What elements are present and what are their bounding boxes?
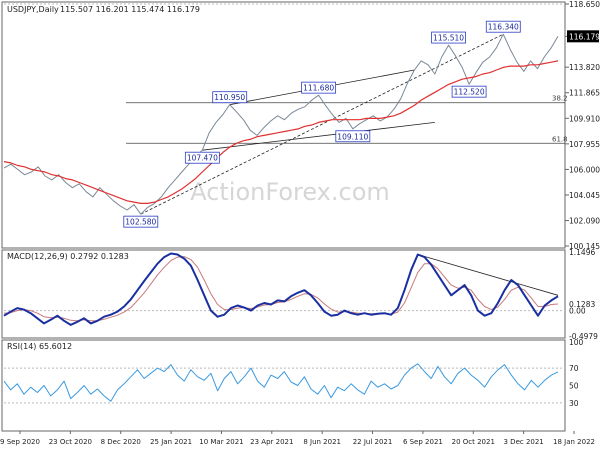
price-annotation-label: 111.680 bbox=[303, 84, 334, 93]
price-ytick-label: 107.955 bbox=[569, 140, 600, 149]
xtick-label: 23 Oct 2020 bbox=[49, 438, 92, 446]
price-annotation-box bbox=[301, 81, 337, 94]
price-ytick-label: 111.865 bbox=[569, 89, 600, 98]
price-annotation-label: 110.950 bbox=[214, 93, 245, 102]
price-ohlc: 115.507 116.201 115.474 116.179 bbox=[60, 5, 200, 14]
watermark: ActionForex.com bbox=[190, 178, 390, 206]
price-title: USDJPY,Daily bbox=[7, 5, 59, 14]
xtick-label: 22 Jul 2021 bbox=[353, 438, 393, 446]
price-ytick-label: 104.045 bbox=[569, 191, 600, 200]
price-ytick-label: 118.650 bbox=[569, 0, 600, 9]
xtick-label: 20 Oct 2021 bbox=[452, 438, 495, 446]
macd-ytick-label: 0.00 bbox=[569, 307, 586, 316]
price-annotation-label: 115.510 bbox=[433, 34, 464, 43]
price-ytick-label: 109.910 bbox=[569, 114, 600, 123]
price-panel bbox=[1, 1, 566, 249]
price-annotation-label: 102.580 bbox=[125, 218, 156, 227]
xtick-label: 23 Apr 2021 bbox=[250, 438, 293, 446]
xtick-label: 8 Jun 2021 bbox=[303, 438, 341, 446]
macd-ytick-label: 0.1283 bbox=[569, 300, 595, 309]
rsi-ytick-label: 30 bbox=[569, 399, 579, 408]
xtick-label: 6 Sep 2021 bbox=[403, 438, 443, 446]
price-annotation-label: 107.470 bbox=[187, 154, 218, 163]
rsi-panel bbox=[1, 339, 566, 432]
fib-label: 38.2 bbox=[552, 95, 568, 103]
macd-line bbox=[3, 252, 559, 326]
macd-ytick-label: -0.4979 bbox=[569, 332, 598, 341]
xtick-label: 25 Jan 2021 bbox=[150, 438, 192, 446]
price-ytick-label: 106.000 bbox=[569, 165, 600, 174]
rsi-ytick-label: 50 bbox=[569, 382, 579, 391]
channel-lower-line bbox=[202, 121, 435, 151]
macd-frame bbox=[1, 249, 566, 339]
price-frame bbox=[1, 1, 566, 249]
price-ytick-label: 102.090 bbox=[569, 217, 600, 226]
price-annotation-box bbox=[451, 85, 487, 98]
price-ytick-label: 113.820 bbox=[569, 63, 600, 72]
price-annotation-box bbox=[123, 215, 159, 228]
price-annotation-box bbox=[485, 20, 521, 33]
rsi-title: RSI(14) 65.6012 bbox=[7, 342, 72, 351]
price-annotation-box bbox=[184, 151, 220, 164]
rsi-ytick-label: 70 bbox=[569, 364, 579, 373]
rsi-line bbox=[3, 363, 559, 402]
price-annotation-label: 116.340 bbox=[488, 23, 519, 32]
xtick-label: 18 Jan 2022 bbox=[553, 438, 595, 446]
xtick-label: 8 Dec 2020 bbox=[101, 438, 141, 446]
price-annotation-box bbox=[335, 130, 371, 143]
moving-average-line bbox=[3, 60, 559, 204]
dashed-trend-line bbox=[140, 33, 504, 215]
current-price-box bbox=[567, 30, 599, 43]
price-annotation-label: 112.520 bbox=[454, 88, 485, 97]
price-annotation-box bbox=[431, 31, 466, 44]
price-ytick-label: 100.145 bbox=[569, 242, 600, 251]
xtick-label: 10 Mar 2021 bbox=[199, 438, 243, 446]
price-annotation-box bbox=[212, 91, 248, 104]
macd-trend-line bbox=[417, 254, 559, 296]
price-line bbox=[3, 33, 559, 215]
current-price-label: 116.179 bbox=[569, 32, 600, 41]
rsi-frame bbox=[1, 339, 566, 432]
xtick-label: 3 Dec 2021 bbox=[504, 438, 544, 446]
xtick-label: 9 Sep 2020 bbox=[0, 438, 40, 446]
price-annotation-label: 109.110 bbox=[337, 132, 368, 141]
rsi-ytick-label: 100 bbox=[569, 338, 584, 347]
macd-ytick-label: 1.1496 bbox=[569, 248, 595, 257]
macd-panel bbox=[1, 249, 566, 339]
fib-label: 61.8 bbox=[552, 135, 568, 143]
macd-title: MACD(12,26,9) 0.2792 0.1283 bbox=[7, 252, 129, 261]
